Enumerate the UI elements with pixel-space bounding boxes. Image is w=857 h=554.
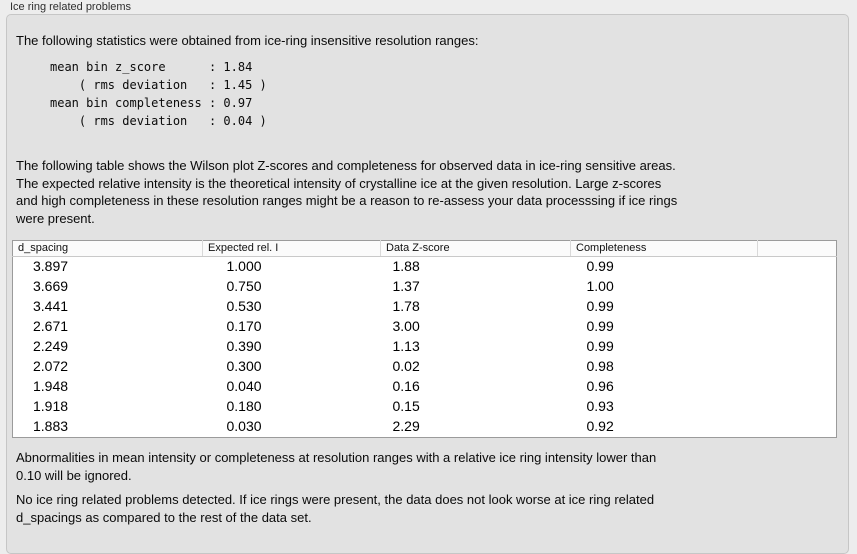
column-header-data-z-score[interactable]: Data Z-score	[380, 240, 571, 257]
column-header-d-spacing[interactable]: d_spacing	[12, 240, 203, 257]
table-cell: 0.99	[586, 258, 614, 274]
table-cell: 1.13	[392, 338, 420, 354]
column-header-expected-rel-i[interactable]: Expected rel. I	[202, 240, 381, 257]
stats-intro-text: The following statistics were obtained f…	[16, 33, 479, 48]
table-cell: 1.948	[33, 378, 69, 394]
table-cell: 0.99	[586, 318, 614, 334]
conclusion-text: No ice ring related problems detected. I…	[16, 492, 655, 525]
table-cell: 0.750	[226, 278, 262, 294]
table-cell: 0.93	[586, 398, 614, 414]
table-cell: 0.390	[226, 338, 262, 354]
table-cell: 2.072	[33, 358, 69, 374]
table-cell: 0.99	[586, 298, 614, 314]
table-cell: 2.249	[33, 338, 69, 354]
table-row[interactable]: 2.249 0.390 1.13 0.99	[13, 337, 837, 357]
table-cell: 0.02	[392, 358, 420, 374]
table-row[interactable]: 1.948 0.040 0.16 0.96	[13, 377, 837, 397]
table-row[interactable]: 3.441 0.530 1.78 0.99	[13, 297, 837, 317]
table-cell: 3.441	[33, 298, 69, 314]
table-row[interactable]: 1.918 0.180 0.15 0.93	[13, 397, 837, 417]
table-cell: 0.030	[226, 418, 262, 434]
table-description-text: The following table shows the Wilson plo…	[16, 158, 678, 227]
table-cell: 3.669	[33, 278, 69, 294]
table-cell	[758, 337, 837, 357]
table-cell: 0.98	[586, 358, 614, 374]
table-cell: 2.671	[33, 318, 69, 334]
table-cell: 0.99	[586, 338, 614, 354]
table-cell	[758, 417, 837, 438]
table-cell	[758, 317, 837, 337]
table-cell: 0.180	[226, 398, 262, 414]
table-cell: 1.37	[392, 278, 420, 294]
table-cell: 0.96	[586, 378, 614, 394]
column-header-completeness[interactable]: Completeness	[570, 240, 758, 257]
table-cell: 1.78	[392, 298, 420, 314]
section-title: Ice ring related problems	[10, 1, 132, 13]
table-cell: 0.92	[586, 418, 614, 434]
ice-ring-panel: The following statistics were obtained f…	[6, 14, 849, 554]
table-cell	[758, 277, 837, 297]
table-row[interactable]: 2.072 0.300 0.02 0.98	[13, 357, 837, 377]
table-cell	[758, 357, 837, 377]
table-cell: 1.918	[33, 398, 69, 414]
table-cell	[758, 397, 837, 417]
table-cell: 1.88	[392, 258, 420, 274]
table-cell: 3.897	[33, 258, 69, 274]
table-cell: 1.000	[226, 258, 262, 274]
table-cell: 0.16	[392, 378, 420, 394]
stats-block: mean bin z_score : 1.84 ( rms deviation …	[50, 60, 267, 128]
table-header-row: d_spacing Expected rel. I Data Z-score Comp…	[12, 240, 837, 257]
table-cell: 1.00	[586, 278, 614, 294]
table-cell: 0.300	[226, 358, 262, 374]
column-header-empty[interactable]	[757, 240, 837, 257]
ice-ring-table: d_spacing Expected rel. I Data Z-score Comp…	[12, 240, 837, 438]
table-cell: 3.00	[392, 318, 420, 334]
table-cell	[758, 297, 837, 317]
abnormalities-note-text: Abnormalities in mean intensity or compl…	[16, 450, 657, 483]
table-cell: 2.29	[392, 418, 420, 434]
table-cell	[758, 377, 837, 397]
table-cell: 0.170	[226, 318, 262, 334]
table-cell: 0.040	[226, 378, 262, 394]
table-row[interactable]: 3.669 0.750 1.37 1.00	[13, 277, 837, 297]
table-row[interactable]: 3.897 1.000 1.88 0.99	[13, 257, 837, 278]
table-row[interactable]: 1.883 0.030 2.29 0.92	[13, 417, 837, 438]
table-cell	[758, 257, 837, 278]
table-row[interactable]: 2.671 0.170 3.00 0.99	[13, 317, 837, 337]
table-cell: 0.15	[392, 398, 420, 414]
table-cell: 1.883	[33, 418, 69, 434]
table-cell: 0.530	[226, 298, 262, 314]
